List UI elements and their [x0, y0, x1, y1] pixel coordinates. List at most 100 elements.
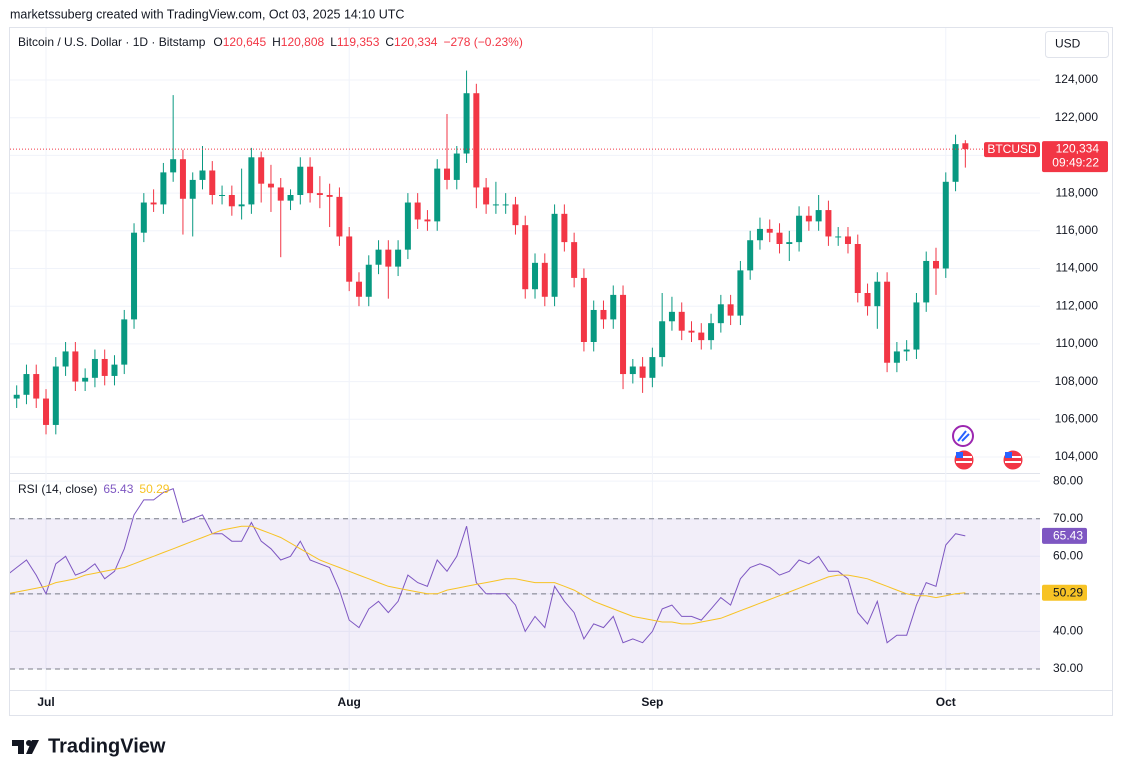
ohlc-key: O: [213, 35, 222, 49]
candle-body: [874, 281, 881, 307]
candle-body: [91, 358, 98, 378]
candle-body: [854, 243, 861, 294]
candle-body: [903, 349, 910, 352]
candle-body: [796, 215, 803, 243]
candle-body: [942, 181, 949, 269]
candle-body: [571, 242, 578, 278]
flag-icon[interactable]: [1002, 449, 1024, 471]
footer-logo: TradingView: [12, 735, 166, 757]
candle-body: [844, 236, 851, 244]
y-tick-label: 124,000: [1055, 72, 1099, 86]
candle-body: [473, 93, 480, 188]
candle-body: [727, 304, 734, 316]
x-tick-label: Sep: [641, 695, 663, 709]
candle-body: [620, 294, 627, 375]
candle-body: [776, 232, 783, 244]
candle-body: [600, 309, 607, 320]
candle-body: [737, 270, 744, 316]
candle-body: [346, 236, 353, 282]
candle-body: [698, 332, 705, 341]
candle-body: [228, 194, 235, 207]
candle-body: [307, 166, 314, 194]
rsi-background: [10, 518, 1040, 670]
candle-body: [355, 281, 362, 297]
candle-body: [629, 366, 636, 375]
candle-body: [82, 377, 89, 382]
y-tick-label: 112,000: [1056, 298, 1099, 312]
candle-body: [219, 194, 226, 196]
ohlc-value: 119,353: [337, 35, 380, 49]
chart-frame: [9, 27, 1113, 716]
candle-body: [453, 153, 460, 180]
currency-label: USD: [1055, 37, 1081, 51]
price-label: 120,334: [1056, 141, 1100, 155]
flag-icon[interactable]: [953, 449, 975, 471]
candle-body: [610, 294, 617, 320]
candle-body: [365, 264, 372, 297]
candle-body: [287, 194, 294, 201]
candle-body: [952, 144, 959, 182]
x-tick-label: Jul: [37, 695, 54, 709]
x-tick-label: Oct: [936, 695, 956, 709]
candle-body: [786, 242, 793, 244]
y-tick-label: 30.00: [1053, 661, 1083, 675]
candle-body: [209, 170, 216, 195]
price-legend: Bitcoin / U.S. Dollar · 1D · Bitstamp O12…: [18, 35, 523, 49]
value-badge: [1042, 527, 1087, 544]
candle-body: [101, 358, 108, 376]
y-tick-label: 106,000: [1055, 411, 1099, 425]
candle-body: [893, 351, 900, 363]
candle-body: [884, 281, 891, 363]
y-tick-label: 122,000: [1055, 110, 1099, 124]
y-tick-label: 80.00: [1053, 473, 1083, 487]
candle-body: [483, 187, 490, 205]
y-tick-label: 60.00: [1053, 548, 1083, 562]
candle-body: [131, 232, 138, 320]
candle-body: [326, 194, 333, 197]
ohlc-key: L: [330, 35, 337, 49]
candle-body: [933, 260, 939, 269]
logo-text: TradingView: [48, 735, 166, 757]
candle-body: [532, 262, 539, 290]
y-tick-label: 70.00: [1053, 511, 1083, 525]
price-badge: [1042, 141, 1108, 173]
candle-body: [43, 398, 50, 425]
y-tick-label: 104,000: [1055, 449, 1099, 463]
candle-body: [913, 302, 920, 350]
candle-body: [150, 202, 157, 205]
y-tick-label: 110,000: [1056, 336, 1099, 350]
candle-body: [33, 374, 40, 399]
candle-body: [756, 228, 763, 241]
candle-body: [678, 311, 685, 331]
rsi-legend: RSI (14, close) 65.43 50.29: [18, 482, 170, 496]
attribution: marketssuberg created with TradingView.c…: [10, 7, 404, 21]
rsi-ma-line: [10, 525, 966, 625]
logo-dot: [26, 740, 32, 746]
candle-body: [385, 249, 392, 267]
candle-body: [551, 213, 558, 297]
candle-body: [962, 143, 969, 150]
candle-body: [590, 309, 597, 343]
value-badge-label: 50.29: [1053, 585, 1083, 599]
ohlc-value: 120,645: [223, 35, 267, 49]
candle-body: [238, 204, 245, 207]
price-pane: [10, 70, 1040, 435]
candle-body: [561, 213, 568, 243]
y-tick-label: 116,000: [1056, 223, 1099, 237]
legend-value: 65.43: [103, 482, 133, 496]
candle-body: [297, 166, 304, 195]
ohlc-key: H: [272, 35, 281, 49]
candle-body: [766, 228, 773, 233]
candle-body: [111, 364, 118, 376]
candle-body: [825, 210, 832, 237]
y-tick-label: 118,000: [1056, 185, 1099, 199]
axes: Jul Aug Sep Oct 104,000 106,000 108,000 110,000…: [37, 72, 1108, 709]
candle-body: [375, 249, 382, 265]
candle-body: [404, 202, 411, 250]
currency-button[interactable]: [1045, 31, 1109, 58]
candle-body: [717, 304, 724, 324]
logo-icon: [12, 740, 39, 754]
candle-body: [258, 157, 265, 184]
candle-body: [267, 183, 274, 188]
